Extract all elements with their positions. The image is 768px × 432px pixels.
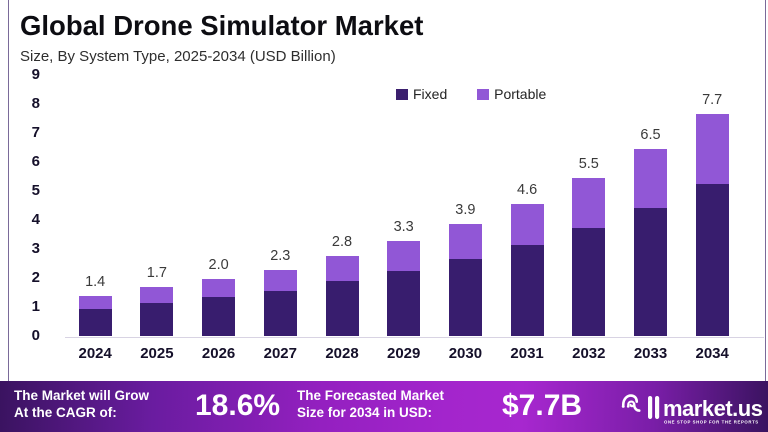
svg-text:ONE STOP SHOP FOR THE REPORTS: ONE STOP SHOP FOR THE REPORTS [664, 420, 759, 425]
svg-text:market.us: market.us [663, 396, 763, 421]
